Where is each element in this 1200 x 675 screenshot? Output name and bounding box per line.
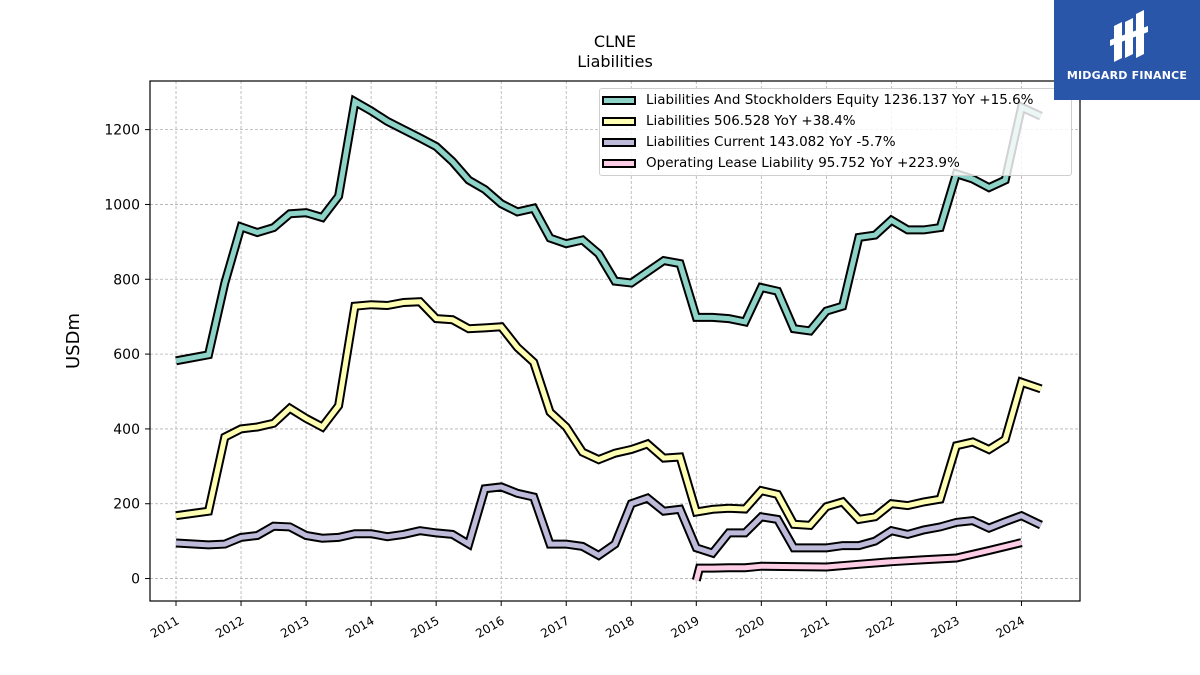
x-tick-label: 2014 [343, 613, 376, 640]
legend-label-liabilities: Liabilities 506.528 YoY +38.4% [646, 113, 856, 129]
legend-swatch-current [602, 138, 636, 147]
legend: Liabilities And Stockholders Equity 1236… [599, 88, 1072, 176]
y-tick-label: 600 [113, 347, 140, 363]
series-line-1 [175, 299, 1042, 528]
brand-logo: MIDGARD FINANCE [1054, 0, 1200, 100]
y-tick-label: 200 [113, 497, 140, 513]
x-tick-label: 2018 [603, 613, 636, 640]
x-tick-label: 2024 [994, 613, 1027, 640]
legend-label-equity: Liabilities And Stockholders Equity 1236… [646, 92, 1034, 108]
y-tick-label: 800 [113, 272, 140, 288]
legend-label-lease: Operating Lease Liability 95.752 YoY +22… [646, 155, 960, 171]
chart-title: CLNE [593, 32, 637, 51]
x-tick-label: 2022 [863, 613, 896, 640]
x-tick-label: 2020 [733, 613, 766, 640]
y-tick-label: 1200 [104, 123, 140, 139]
x-tick-label: 2017 [538, 613, 571, 640]
legend-swatch-lease [602, 159, 636, 168]
y-axis-label: USDm [63, 313, 84, 369]
x-tick-label: 2011 [148, 613, 181, 640]
logo-text: MIDGARD FINANCE [1066, 69, 1188, 82]
x-tick-label: 2012 [213, 613, 246, 640]
logo-mark-icon [1110, 10, 1148, 62]
x-tick-label: 2013 [278, 613, 311, 640]
series-line-0 [175, 97, 1043, 364]
series-line-3 [693, 540, 1023, 582]
y-tick-label: 1000 [104, 197, 140, 213]
chart-subtitle: Liabilities [577, 52, 653, 71]
x-tick-label: 2016 [473, 613, 506, 640]
x-tick-label: 2021 [798, 613, 831, 640]
y-tick-label: 0 [131, 572, 140, 588]
y-tick-label: 400 [113, 422, 140, 438]
x-tick-label: 2023 [928, 613, 961, 640]
legend-swatch-liabilities [602, 117, 636, 126]
legend-swatch-equity [602, 96, 636, 105]
series-line-2 [175, 484, 1043, 559]
plot-frame [149, 80, 1081, 602]
legend-label-current: Liabilities Current 143.082 YoY -5.7% [646, 134, 896, 150]
x-tick-label: 2019 [668, 613, 701, 640]
x-tick-label: 2015 [408, 613, 441, 640]
